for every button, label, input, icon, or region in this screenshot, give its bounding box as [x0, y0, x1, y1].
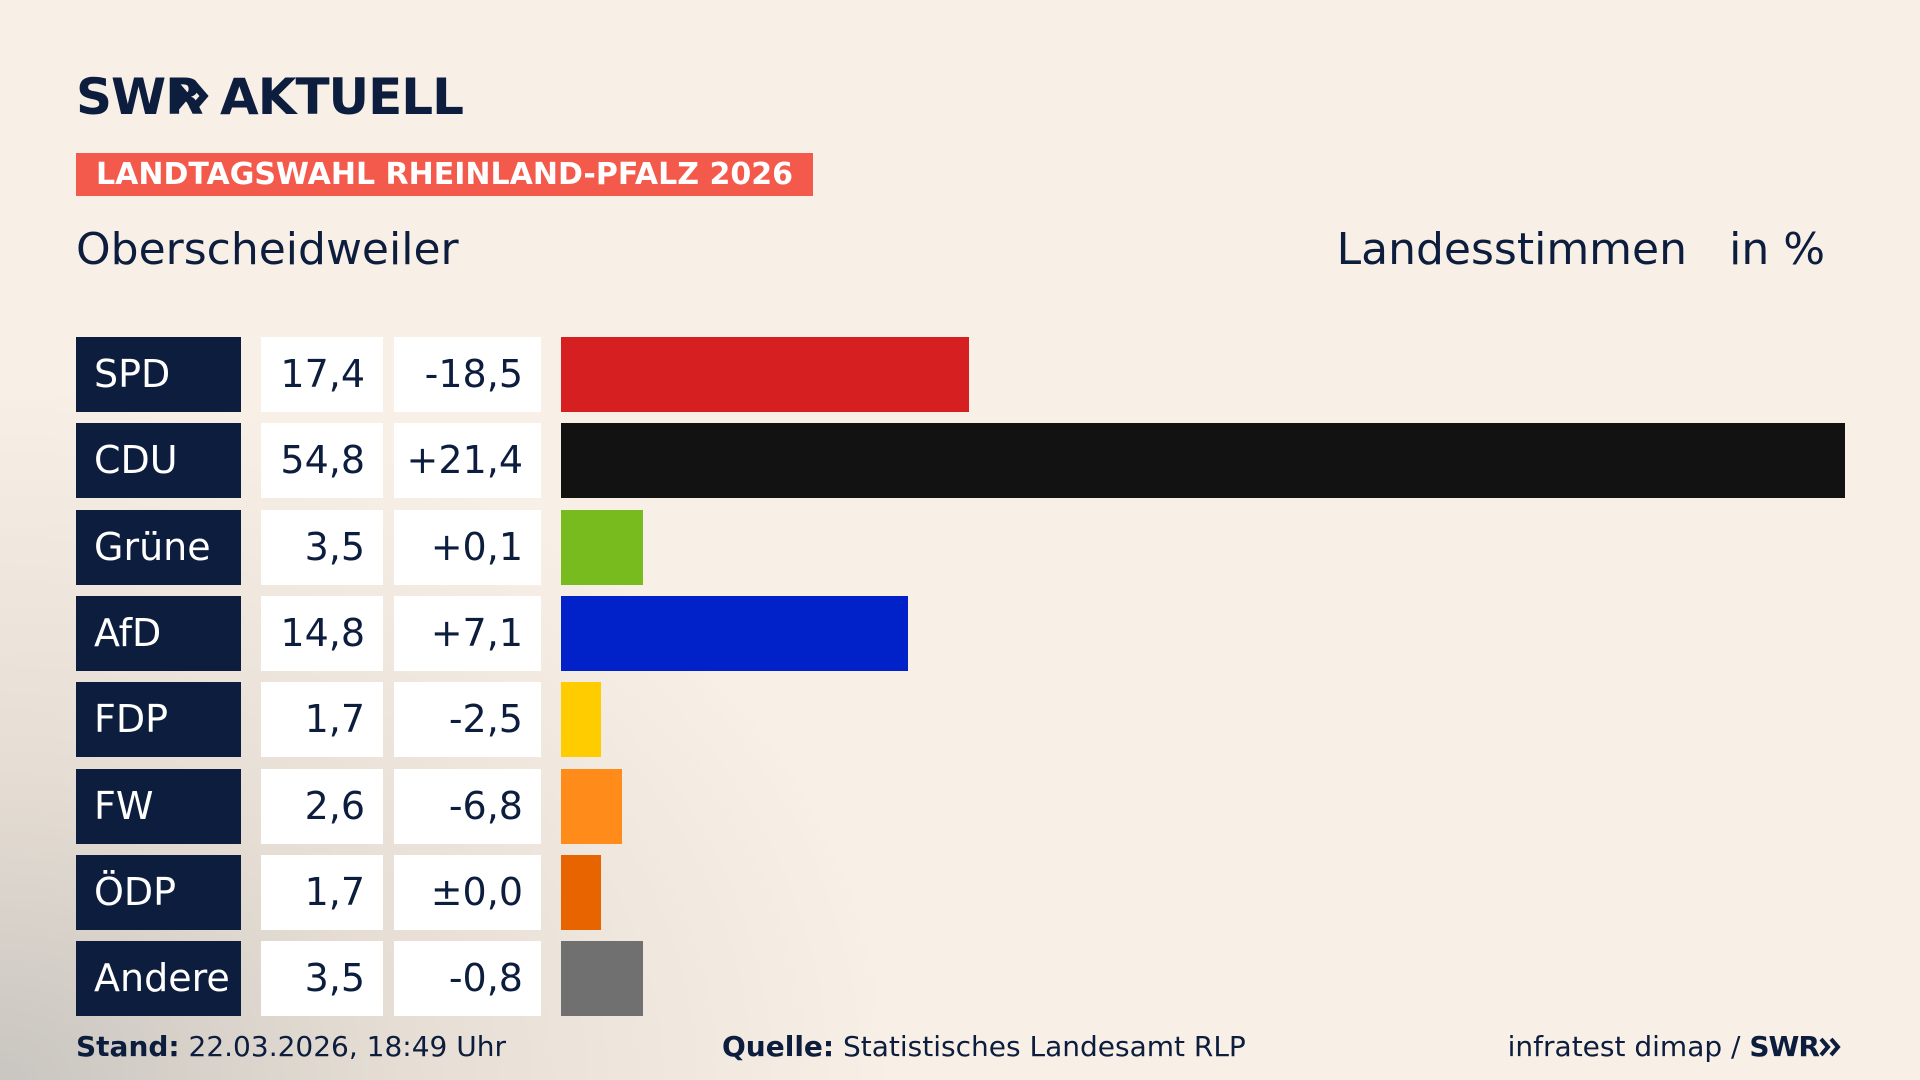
change-label: +21,4 — [394, 423, 541, 499]
bar — [561, 682, 601, 758]
value-label: 17,4 — [261, 337, 383, 412]
value-label: 3,5 — [261, 941, 383, 1017]
unit-header: in % — [1729, 224, 1825, 275]
source-text: Statistisches Landesamt RLP — [843, 1030, 1246, 1063]
change-label: +0,1 — [394, 509, 541, 585]
place-title: Oberscheidweiler — [76, 224, 459, 275]
change-label: -18,5 — [394, 337, 541, 412]
party-label: SPD — [76, 337, 241, 412]
bar — [561, 941, 643, 1017]
change-label: +7,1 — [394, 595, 541, 671]
credit-text: infratest dimap / — [1507, 1030, 1741, 1063]
party-label: FW — [76, 768, 241, 844]
credit-chevrons — [1819, 1037, 1841, 1057]
credit-logo: SWR — [1749, 1030, 1820, 1063]
credit: infratest dimap / SWR — [1508, 1030, 1843, 1064]
value-label: 1,7 — [261, 854, 383, 930]
party-label: CDU — [76, 423, 241, 499]
party-label: AfD — [76, 595, 241, 671]
value-label: 3,5 — [261, 509, 383, 585]
change-label: -6,8 — [394, 768, 541, 844]
logo-aktuell: AKTUELL — [220, 68, 464, 126]
party-label: Andere — [76, 941, 241, 1017]
change-label: ±0,0 — [394, 854, 541, 930]
bar — [561, 768, 622, 844]
bar — [561, 509, 643, 585]
value-label: 2,6 — [261, 768, 383, 844]
source-label: Quelle: — [722, 1030, 835, 1063]
stand-date: 22.03.2026, 18:49 Uhr — [188, 1030, 506, 1063]
party-label: ÖDP — [76, 854, 241, 930]
change-label: -2,5 — [394, 682, 541, 758]
value-label: 54,8 — [261, 423, 383, 499]
banner: LANDTAGSWAHL RHEINLAND-PFALZ 2026 — [76, 153, 813, 196]
value-label: 1,7 — [261, 682, 383, 758]
bar — [561, 854, 601, 930]
party-label: FDP — [76, 682, 241, 758]
bar — [561, 423, 1845, 499]
logo-chevrons — [172, 79, 209, 113]
stand: Stand: 22.03.2026, 18:49 Uhr — [76, 1030, 506, 1064]
stand-label: Stand: — [76, 1030, 180, 1063]
value-header: Landesstimmen — [1336, 224, 1687, 275]
bar — [561, 595, 908, 671]
party-label: Grüne — [76, 509, 241, 585]
source: Quelle: Statistisches Landesamt RLP — [722, 1030, 1246, 1064]
value-label: 14,8 — [261, 595, 383, 671]
change-label: -0,8 — [394, 941, 541, 1017]
bar — [561, 337, 969, 412]
